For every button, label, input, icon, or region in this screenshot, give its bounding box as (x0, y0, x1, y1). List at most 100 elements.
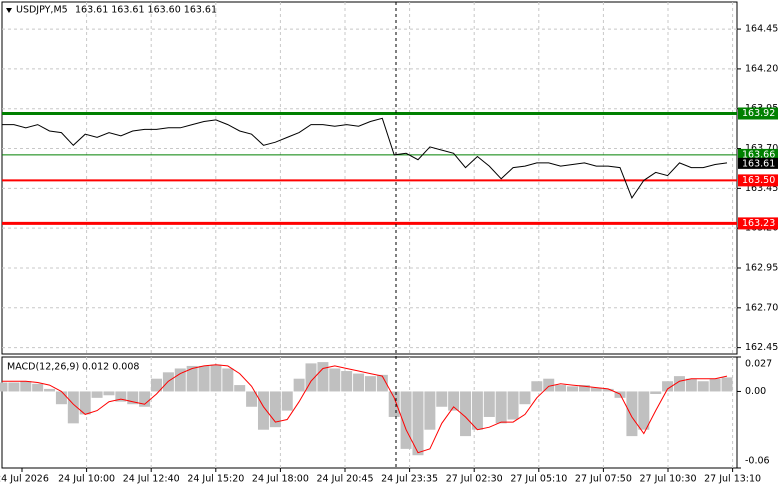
macd-bar (293, 378, 305, 392)
signal-line (2, 364, 728, 454)
y-tick-label: 0.027 (745, 359, 772, 370)
macd-bar (364, 376, 376, 392)
macd-bar (91, 391, 103, 398)
y-tick-label: 163.45 (745, 183, 778, 194)
macd-bar (495, 391, 507, 424)
x-tick-label: 24 Jul 23:35 (381, 474, 438, 485)
macd-bar (8, 382, 20, 392)
macd-title: MACD(12,26,9) (7, 362, 79, 373)
level-label: 163.50 (742, 175, 775, 186)
macd-bar (519, 391, 531, 405)
y-tick-label: 162.95 (745, 262, 778, 273)
macd-bar (317, 362, 329, 392)
macd-bar (127, 391, 139, 405)
macd-bar (329, 368, 341, 392)
ohlc: 163.61 163.61 163.60 163.61 (75, 5, 217, 16)
macd-bar (662, 381, 674, 392)
x-tick-label: 27 Jul 07:50 (575, 474, 632, 485)
macd-bar (115, 391, 127, 402)
price-line (2, 117, 728, 199)
macd-bar (673, 376, 685, 392)
macd-bar (246, 391, 258, 407)
macd-bar (151, 378, 163, 392)
level-label: 163.92 (742, 108, 775, 119)
x-tick-label: 27 Jul 02:30 (446, 474, 503, 485)
macd-bar (531, 381, 543, 392)
macd-bar (590, 387, 602, 392)
macd-bar (32, 383, 44, 392)
macd-bar (376, 374, 388, 392)
macd-bar (44, 388, 56, 392)
last-price-label: 163.61 (742, 158, 775, 169)
macd-bar (20, 381, 32, 392)
macd-panel (1, 356, 738, 469)
macd-bar (67, 391, 79, 424)
axes: 24 Jul 2026 24 Jul 10:00 24 Jul 12:40 24 Ju… (0, 24, 778, 485)
macd-bar (721, 377, 733, 392)
macd-bar (103, 391, 115, 396)
chart-title: USDJPY,M5 (16, 5, 68, 16)
y-tick-label: 163.70 (745, 143, 778, 154)
macd-bar (626, 391, 638, 437)
y-tick-label: 0.00 (745, 386, 766, 397)
macd-bar (305, 363, 317, 392)
macd-bar (55, 391, 67, 405)
macd-bar (222, 368, 234, 392)
x-tick-label: 24 Jul 12:40 (123, 474, 180, 485)
macd-bar (139, 391, 151, 407)
level-label-box (738, 217, 778, 230)
macd-bar (353, 373, 365, 392)
macd-bar (578, 385, 590, 392)
y-tick-label: 162.45 (745, 342, 778, 353)
macd-bar (650, 391, 662, 394)
macd-bar (281, 391, 293, 411)
x-tick-label: 27 Jul 10:30 (640, 474, 697, 485)
macd-bar (483, 391, 495, 417)
macd-bar (269, 391, 281, 428)
macd-bar (460, 391, 472, 437)
level-label-box (738, 107, 778, 120)
macd-bar (507, 391, 519, 420)
macd-bar (424, 391, 436, 430)
macd-bar (234, 385, 246, 392)
price-plot (2, 111, 737, 225)
x-tick-label: 24 Jul 15:20 (187, 474, 244, 485)
macd-bar (555, 385, 567, 392)
level-label: 163.23 (742, 218, 775, 229)
macd-bar (709, 378, 721, 392)
macd-bar (174, 368, 186, 392)
macd-bar (210, 364, 222, 392)
y-tick-label: 162.70 (745, 302, 778, 313)
macd-readout: 0.012 0.008 (82, 362, 139, 373)
y-tick-label: 164.20 (745, 63, 778, 74)
macd-bar (79, 391, 91, 415)
macd-bar (543, 378, 555, 392)
macd-bar (400, 391, 412, 449)
macd-bar (697, 381, 709, 392)
macd-bar (341, 371, 353, 392)
macd-bar (685, 378, 697, 392)
x-tick-label: 27 Jul 13:10 (704, 474, 761, 485)
macd-bar (602, 388, 614, 392)
grid (2, 2, 737, 468)
macd-bar (388, 391, 400, 417)
macd-bar (257, 391, 269, 430)
menu-arrow[interactable] (6, 8, 12, 13)
y-tick-label: 164.45 (745, 24, 778, 35)
last-price-box (738, 157, 778, 169)
price-panel (1, 1, 738, 355)
macd-bar (566, 386, 578, 392)
macd-bar (412, 391, 424, 456)
x-tick-label: 24 Jul 18:00 (252, 474, 309, 485)
y-tick-label: -0.06 (745, 456, 770, 467)
macd-bar (448, 391, 460, 411)
macd-bar (471, 391, 483, 430)
macd-plot (0, 362, 733, 456)
level-label-box (738, 174, 778, 187)
x-tick-label: 24 Jul 20:45 (317, 474, 374, 485)
x-tick-label: 27 Jul 05:10 (510, 474, 567, 485)
level-label: 163.66 (742, 149, 775, 160)
macd-bar (436, 391, 448, 407)
x-tick-label: 24 Jul 2026 (0, 474, 49, 485)
